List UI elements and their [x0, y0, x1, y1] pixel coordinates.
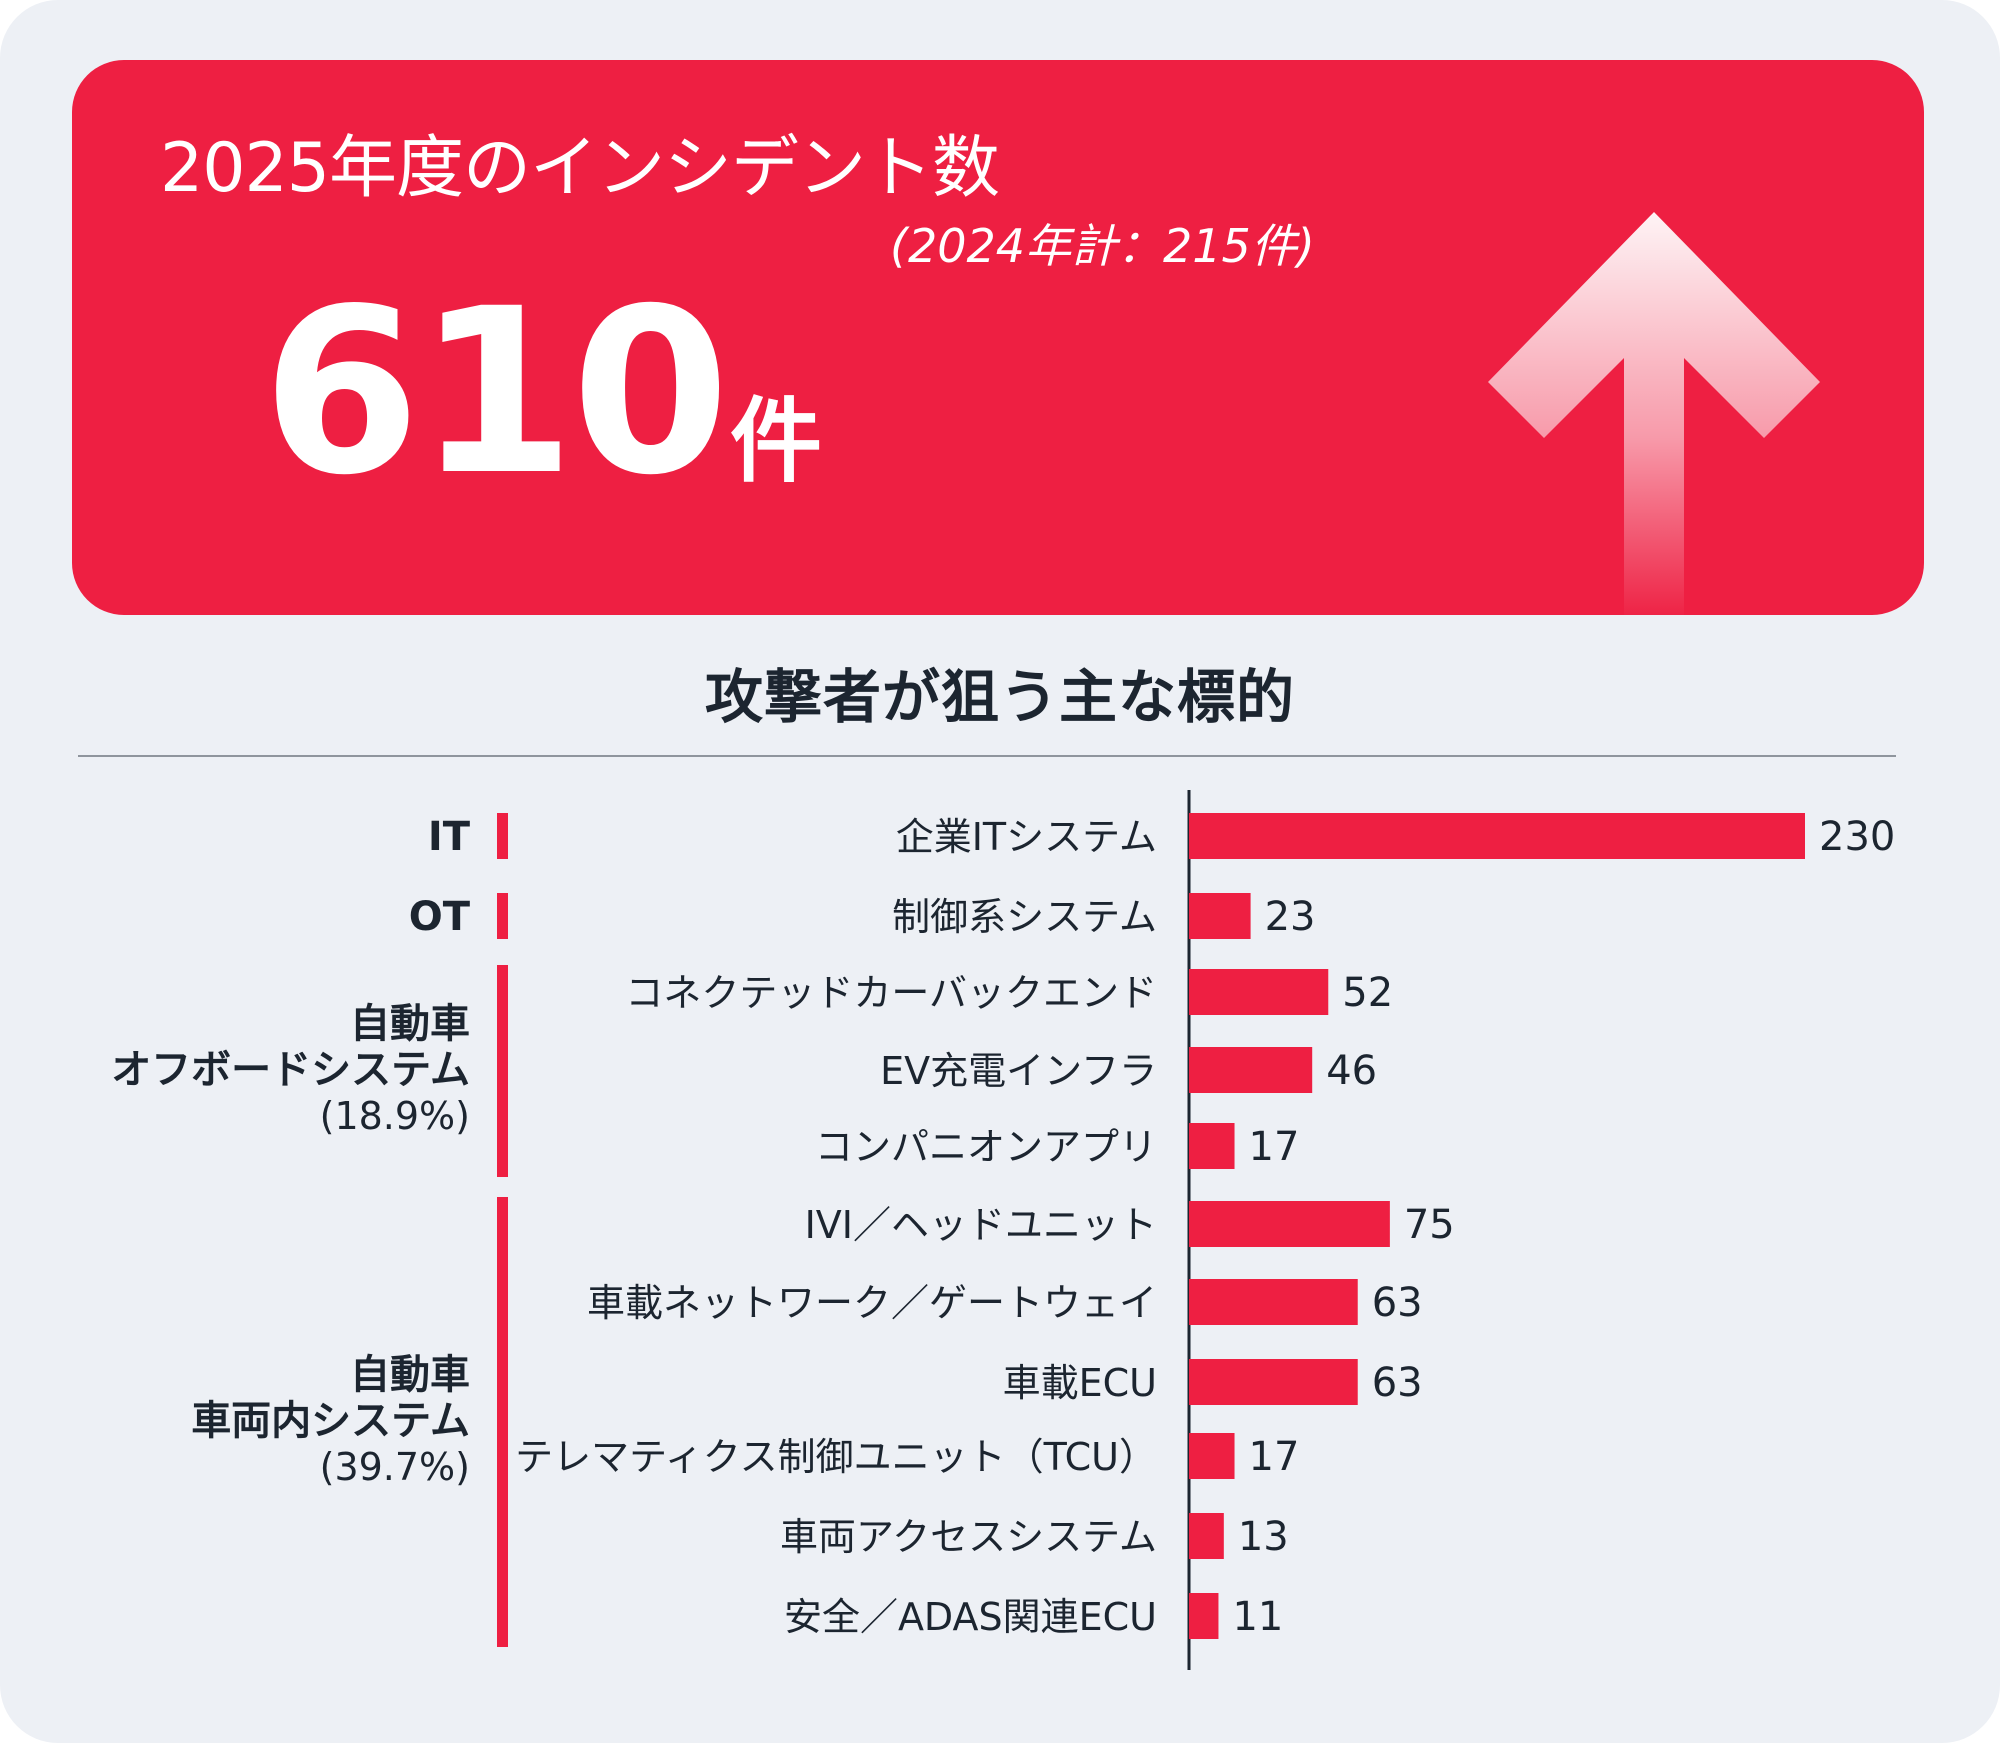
- bar: [1189, 813, 1805, 859]
- group-label: 自動車: [350, 1352, 470, 1398]
- incident-title: 2025年度のインシデント数: [160, 129, 1000, 208]
- incident-summary-panel: 2025年度のインシデント数 (2024年計：215件) 610 件: [72, 60, 1924, 615]
- section-title: 攻撃者が狙う主な標的: [704, 663, 1295, 731]
- group-bracket: [497, 813, 508, 859]
- group-label: IT: [428, 814, 471, 860]
- value-label: 23: [1265, 894, 1316, 940]
- value-label: 17: [1249, 1434, 1300, 1480]
- previous-year-total: (2024年計：215件): [890, 219, 1315, 273]
- value-label: 46: [1326, 1048, 1377, 1094]
- increase-arrow-icon: [1488, 212, 1820, 615]
- category-label: テレマティクス制御ユニット（TCU）: [515, 1435, 1157, 1479]
- group-bracket: [497, 965, 508, 1177]
- value-label: 52: [1342, 970, 1393, 1016]
- value-label: 230: [1819, 814, 1895, 860]
- group-label: 車両内システム: [191, 1398, 470, 1444]
- bar: [1189, 893, 1251, 939]
- bar: [1189, 1047, 1313, 1093]
- category-label: 企業ITシステム: [896, 815, 1157, 859]
- value-label: 75: [1404, 1202, 1455, 1248]
- category-label: IVI／ヘッドユニット: [805, 1203, 1157, 1247]
- value-label: 13: [1238, 1514, 1289, 1560]
- group-percentage: (18.9%): [320, 1094, 470, 1138]
- divider: [78, 755, 1896, 757]
- bar: [1189, 1593, 1219, 1639]
- category-label: 制御系システム: [892, 895, 1157, 939]
- group-bracket: [497, 1197, 508, 1647]
- category-label: EV充電インフラ: [880, 1049, 1157, 1093]
- value-label: 17: [1249, 1124, 1300, 1170]
- incident-count: 610: [262, 259, 730, 525]
- category-label: 安全／ADAS関連ECU: [784, 1595, 1157, 1639]
- category-label: コネクテッドカーバックエンド: [625, 971, 1157, 1015]
- group-label: 自動車: [350, 1001, 470, 1047]
- group-label: オフボードシステム: [111, 1047, 470, 1093]
- group-bracket: [497, 893, 508, 939]
- group-percentage: (39.7%): [320, 1445, 470, 1489]
- bar: [1189, 1201, 1390, 1247]
- category-label: コンパニオンアプリ: [815, 1125, 1157, 1169]
- bar: [1189, 969, 1329, 1015]
- value-label: 11: [1232, 1594, 1283, 1640]
- category-label: 車両アクセスシステム: [780, 1515, 1157, 1559]
- bar: [1189, 1359, 1358, 1405]
- bar: [1189, 1123, 1235, 1169]
- category-label: 車載ECU: [1003, 1361, 1157, 1405]
- category-label: 車載ネットワーク／ゲートウェイ: [587, 1281, 1157, 1325]
- bar: [1189, 1279, 1358, 1325]
- value-label: 63: [1372, 1280, 1423, 1326]
- value-label: 63: [1372, 1360, 1423, 1406]
- bar: [1189, 1433, 1235, 1479]
- bar: [1189, 1513, 1224, 1559]
- incident-count-unit: 件: [730, 388, 823, 495]
- group-label: OT: [409, 894, 471, 940]
